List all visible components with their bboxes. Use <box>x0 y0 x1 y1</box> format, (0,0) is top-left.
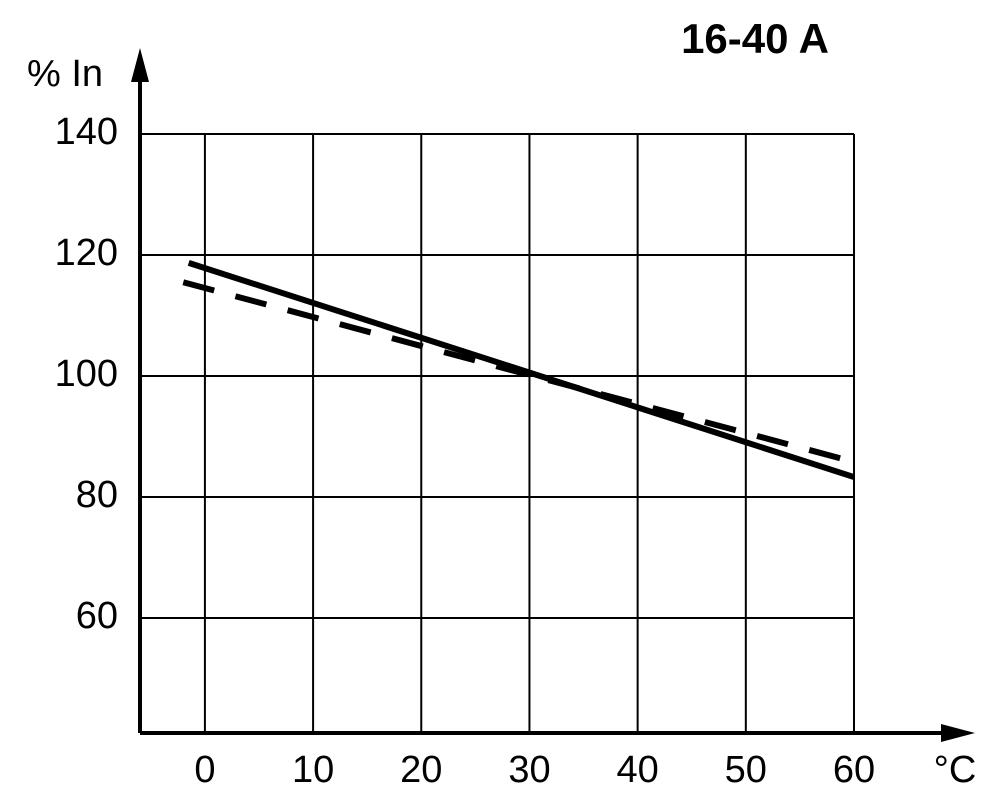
x-tick-label: 20 <box>400 749 442 791</box>
x-tick-label: 40 <box>616 749 658 791</box>
chart-title: 16-40 A <box>681 15 829 62</box>
y-tick-label: 120 <box>55 232 118 274</box>
x-tick-label: 60 <box>833 749 875 791</box>
data-line <box>182 279 855 465</box>
y-axis-label: % In <box>27 53 103 95</box>
y-tick-label: 100 <box>55 353 118 395</box>
x-axis-label: °C <box>934 749 977 791</box>
y-tick-label: 80 <box>76 474 118 516</box>
x-tick-label: 50 <box>725 749 767 791</box>
x-tick-label: 10 <box>292 749 334 791</box>
x-tick-label: 0 <box>194 749 215 791</box>
x-tick-label: 30 <box>508 749 550 791</box>
y-tick-label: 140 <box>55 111 118 153</box>
y-axis-arrow <box>131 48 149 82</box>
y-tick-label: 60 <box>76 595 118 637</box>
x-axis-arrow <box>941 724 975 742</box>
